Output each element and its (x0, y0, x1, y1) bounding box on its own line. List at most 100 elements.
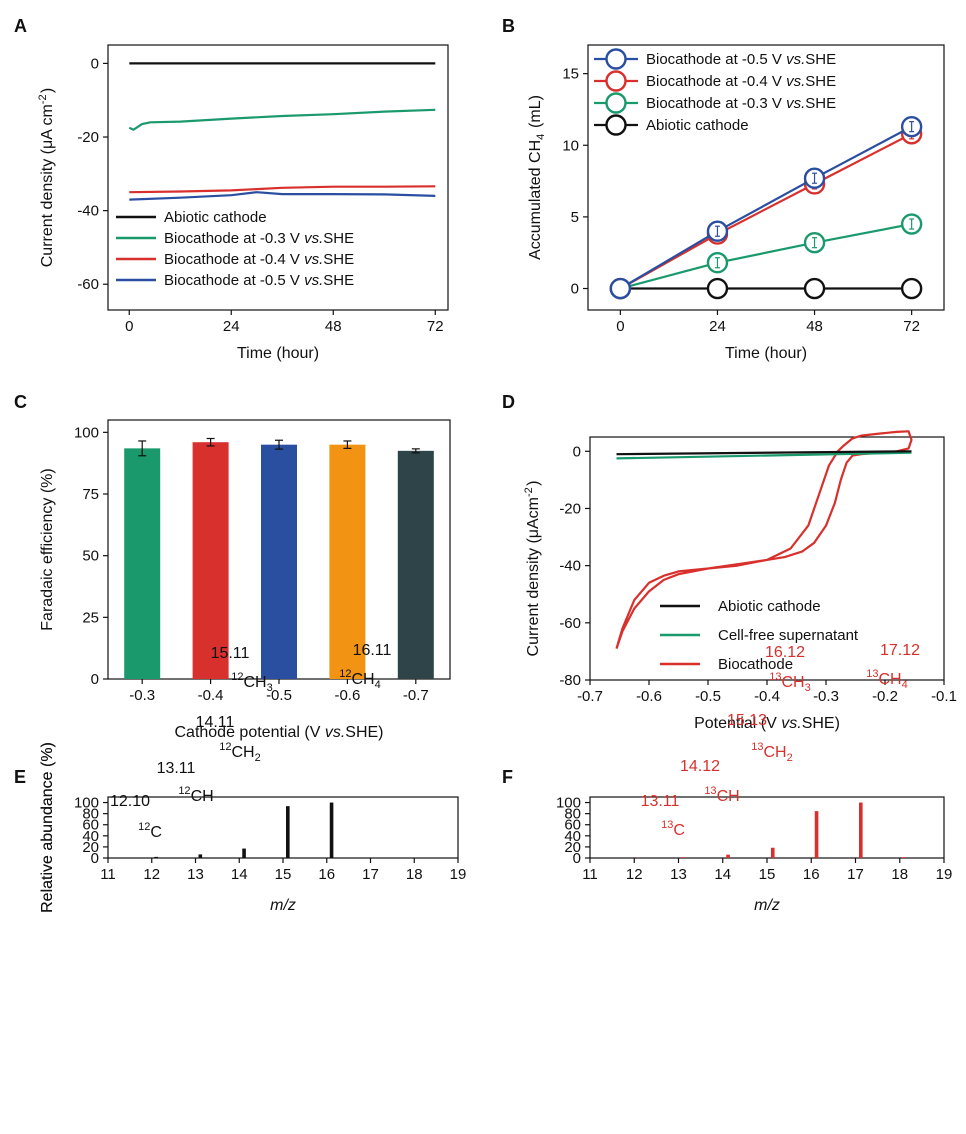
panel-b-data-point (609, 277, 632, 300)
panel-e-peak-mass-label: 14.11 (196, 714, 235, 731)
panel-a-y-axis-title: Current density (μA cm-2 ) (37, 88, 56, 268)
panel-letter-e: E (14, 767, 26, 787)
panel-e-peak (198, 854, 203, 858)
panel-c-category-label: -0.5 (266, 687, 292, 704)
panel-f-peak (859, 802, 863, 858)
x-tick-label: 16 (803, 866, 820, 883)
panel-b-legend-label: Biocathode at -0.4 V vs.SHE (646, 73, 836, 90)
x-tick-label: 18 (891, 866, 908, 883)
panel-b-series-line-1 (619, 132, 913, 290)
panel-e-peak-mass-label: 16.11 (353, 642, 392, 659)
panel-c: 0 25 50 75 100 -0.3 -0.4 -0.5 -0.6 -0.7 Cathode po… (39, 419, 451, 741)
panel-f-peak-mass-label: 14.12 (680, 758, 720, 775)
y-tick-label: 40 (82, 828, 99, 845)
y-tick-label: -80 (559, 672, 581, 689)
x-tick-label: 12 (626, 866, 643, 883)
panel-e-peak-ion-label: 12CH4 (339, 668, 380, 691)
panel-c-bar (261, 444, 297, 679)
panel-e-peak-ion-label: 12CH (178, 785, 213, 805)
panel-d-legend-label: Biocathode (718, 656, 793, 673)
panel-f-peak-ion-label: 13CH2 (751, 741, 792, 764)
x-tick-label: 17 (847, 866, 864, 883)
y-tick-label: 80 (82, 806, 99, 823)
y-tick-label: 80 (564, 806, 581, 823)
panel-b-legend-marker (605, 114, 627, 136)
y-tick-label: 0 (573, 443, 581, 460)
panel-b-data-point (900, 277, 923, 300)
panel-d-series-line-0 (616, 450, 912, 456)
panel-d-x-axis-title: Potential (V vs.SHE) (694, 715, 840, 732)
y-tick-label: 0 (91, 671, 99, 688)
panel-b-y-axis-title: Accumulated CH4 (mL) (527, 95, 547, 260)
x-tick-label: 0 (125, 318, 133, 335)
y-tick-label: -20 (559, 500, 581, 517)
panel-a-series-line-2 (129, 185, 436, 194)
panel-c-bar (192, 442, 229, 679)
panel-c-bar (397, 450, 434, 679)
x-tick-label: 17 (362, 866, 379, 883)
panel-a-series-line-1 (128, 108, 436, 131)
y-tick-label: 25 (82, 609, 99, 626)
y-tick-label: 75 (82, 486, 99, 503)
panel-c-bar (329, 444, 366, 679)
panel-letter-c: C (14, 392, 27, 412)
panel-a-legend-label: Abiotic cathode (164, 209, 267, 226)
x-tick-label: 24 (709, 318, 726, 335)
panel-b-legend-marker (605, 70, 627, 92)
y-tick-label: 0 (91, 850, 99, 867)
y-tick-label: -60 (559, 615, 581, 632)
x-tick-label: 15 (759, 866, 776, 883)
panel-a-series-line-3 (129, 191, 436, 201)
y-tick-label: 40 (564, 828, 581, 845)
x-tick-label: 16 (318, 866, 335, 883)
y-tick-label: 20 (82, 839, 99, 856)
panel-f-peak-mass-label: 16.12 (765, 644, 805, 661)
x-tick-label: 24 (223, 318, 240, 335)
panel-e-x-axis-title: m/z (270, 897, 296, 914)
x-tick-label: 19 (450, 866, 467, 883)
panel-e-peak (329, 802, 334, 858)
panel-letter-a: A (14, 16, 27, 36)
x-tick-label: 48 (325, 318, 342, 335)
x-tick-label: -0.2 (872, 688, 898, 705)
x-tick-label: 12 (143, 866, 160, 883)
panel-f-x-axis-title: m/z (754, 897, 780, 914)
x-tick-label: 0 (616, 318, 624, 335)
x-tick-label: 13 (670, 866, 687, 883)
x-tick-label: -0.5 (695, 688, 721, 705)
x-tick-label: 15 (275, 866, 292, 883)
panel-a: 0 24 48 72 0 -20 -40 -60 Time (hour) Current dens… (37, 44, 449, 362)
panel-f-peak-ion-label: 13C (661, 819, 685, 839)
panel-b: 0 24 48 72 0 5 10 15 Time (hour) Accumulated CH4 … (527, 44, 945, 362)
panel-b-legend-label: Biocathode at -0.5 V vs.SHE (646, 51, 836, 68)
x-tick-label: 13 (187, 866, 204, 883)
panel-letter-f: F (502, 767, 513, 787)
panel-a-x-axis-title: Time (hour) (237, 345, 319, 362)
panel-d-y-axis-title: Current density (μAcm-2 ) (523, 481, 542, 657)
panel-b-data-point (706, 277, 729, 300)
y-tick-label: 15 (562, 66, 579, 83)
panel-f-peak (814, 811, 819, 858)
panel-e-peak-ion-label: 12CH2 (219, 741, 260, 764)
panel-b-legend-marker (605, 92, 627, 114)
y-tick-label: 100 (74, 795, 99, 812)
x-tick-label: -0.3 (813, 688, 839, 705)
y-tick-label: 0 (91, 55, 99, 72)
x-tick-label: -0.6 (636, 688, 662, 705)
panel-f-peak-mass-label: 15.13 (727, 712, 767, 729)
y-tick-label: -40 (77, 203, 99, 220)
y-tick-label: 100 (74, 424, 99, 441)
x-tick-label: -0.1 (931, 688, 957, 705)
panel-e-peak (154, 856, 158, 858)
panel-f: 11 12 13 14 15 16 17 18 19020406080100m/zRelativ… (39, 642, 952, 914)
panel-e-peak (242, 848, 246, 858)
panel-c-category-label: -0.6 (334, 687, 360, 704)
y-tick-label: 0 (573, 850, 581, 867)
panel-d-series-line-1 (616, 451, 912, 460)
panel-a-frame (107, 44, 449, 311)
x-tick-label: 11 (100, 866, 116, 883)
x-tick-label: 19 (936, 866, 953, 883)
panel-e-peak-mass-label: 13.11 (157, 760, 196, 777)
panel-f-peak-ion-label: 13CH (704, 785, 739, 805)
